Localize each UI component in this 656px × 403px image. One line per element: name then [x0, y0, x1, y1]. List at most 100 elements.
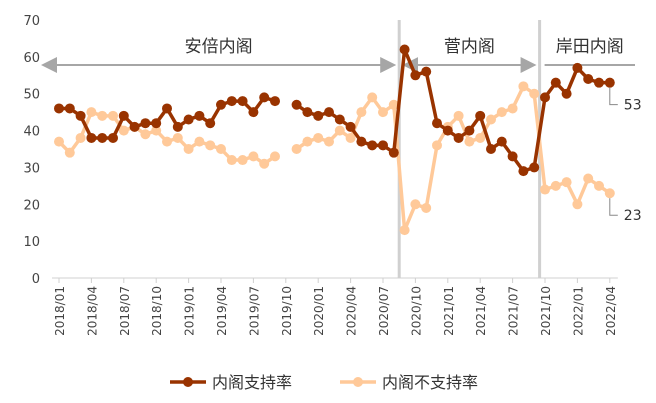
data-point [507, 103, 518, 114]
data-point [518, 81, 529, 92]
x-tick-label: 2021/04 [474, 286, 488, 336]
data-point [453, 110, 464, 121]
data-point [356, 107, 367, 118]
data-point [496, 136, 507, 147]
y-tick-label: 50 [23, 88, 40, 103]
data-point [237, 96, 248, 107]
data-point [367, 140, 378, 151]
data-point [572, 62, 583, 73]
end-label-leader [609, 198, 618, 216]
data-point [151, 118, 162, 129]
legend-marker [353, 377, 363, 387]
data-point [486, 114, 496, 125]
series-line [295, 83, 611, 231]
data-point [162, 103, 172, 114]
data-point [183, 144, 194, 154]
data-point [421, 202, 432, 213]
data-point [432, 140, 442, 151]
data-point [291, 99, 302, 110]
data-point [410, 70, 421, 81]
data-point [313, 132, 324, 143]
data-point [248, 151, 259, 162]
x-tick-label: 2018/01 [53, 286, 67, 336]
data-point [205, 118, 216, 129]
data-point [453, 132, 464, 143]
data-point [108, 110, 118, 121]
data-point [345, 132, 356, 143]
legend-label: 内阁支持率 [212, 373, 292, 392]
x-tick-label: 2019/10 [280, 286, 294, 336]
data-point [432, 118, 442, 129]
data-point [216, 144, 226, 154]
y-tick-label: 30 [23, 161, 40, 176]
x-tick-label: 2020/01 [312, 286, 326, 336]
data-point [594, 77, 604, 88]
data-point [399, 44, 410, 55]
x-tick-label: 2018/07 [118, 286, 132, 336]
period-label: 岸田内阁 [556, 37, 624, 57]
data-point [64, 147, 75, 158]
data-point [345, 121, 356, 132]
data-point [540, 184, 550, 195]
data-point [507, 151, 518, 162]
data-point [518, 166, 529, 177]
period-label: 菅内阁 [444, 37, 495, 57]
data-point [421, 66, 432, 77]
x-tick-label: 2022/01 [571, 286, 585, 336]
data-point [86, 132, 97, 143]
data-point [464, 136, 475, 147]
x-tick-label: 2021/07 [507, 286, 521, 336]
data-point [378, 107, 388, 118]
data-point [118, 125, 129, 136]
x-tick-label: 2019/07 [247, 286, 261, 336]
data-point [270, 151, 280, 162]
y-tick-label: 0 [32, 272, 40, 287]
x-tick-label: 2018/04 [85, 286, 99, 336]
data-point [194, 136, 205, 147]
data-point [140, 118, 151, 129]
x-tick-label: 2021/10 [539, 286, 553, 336]
data-point [594, 180, 604, 191]
data-point [129, 121, 140, 132]
data-point [54, 136, 64, 147]
data-point [194, 110, 205, 121]
x-tick-label: 2019/01 [183, 286, 197, 336]
data-point [367, 92, 378, 103]
data-point [572, 199, 583, 210]
data-point [378, 140, 388, 151]
x-tick-label: 2018/10 [150, 286, 164, 336]
data-point [259, 158, 270, 169]
data-point [75, 110, 86, 121]
data-point [226, 96, 237, 107]
x-tick-label: 2021/01 [442, 286, 456, 336]
data-point [291, 144, 302, 154]
data-point [475, 132, 486, 143]
data-point [604, 188, 615, 199]
legend-label: 内阁不支持率 [382, 373, 478, 392]
data-point [226, 155, 237, 166]
data-point [97, 110, 108, 121]
data-point [118, 110, 129, 121]
data-point [205, 140, 216, 151]
data-point [399, 225, 410, 236]
y-tick-label: 60 [23, 51, 40, 66]
data-point [583, 173, 594, 184]
data-point [604, 77, 615, 88]
data-point [75, 132, 86, 143]
y-tick-label: 10 [23, 235, 40, 250]
data-point [442, 125, 453, 136]
y-tick-label: 70 [23, 14, 40, 29]
data-point [313, 110, 324, 121]
data-point [151, 125, 162, 136]
data-point [97, 132, 108, 143]
data-point [54, 103, 64, 114]
data-point [237, 155, 248, 166]
data-point [475, 110, 486, 121]
data-point [334, 114, 345, 125]
data-point [259, 92, 270, 103]
data-point [324, 107, 334, 118]
end-label: 53 [624, 98, 642, 114]
data-point [248, 107, 259, 118]
data-point [64, 103, 75, 114]
